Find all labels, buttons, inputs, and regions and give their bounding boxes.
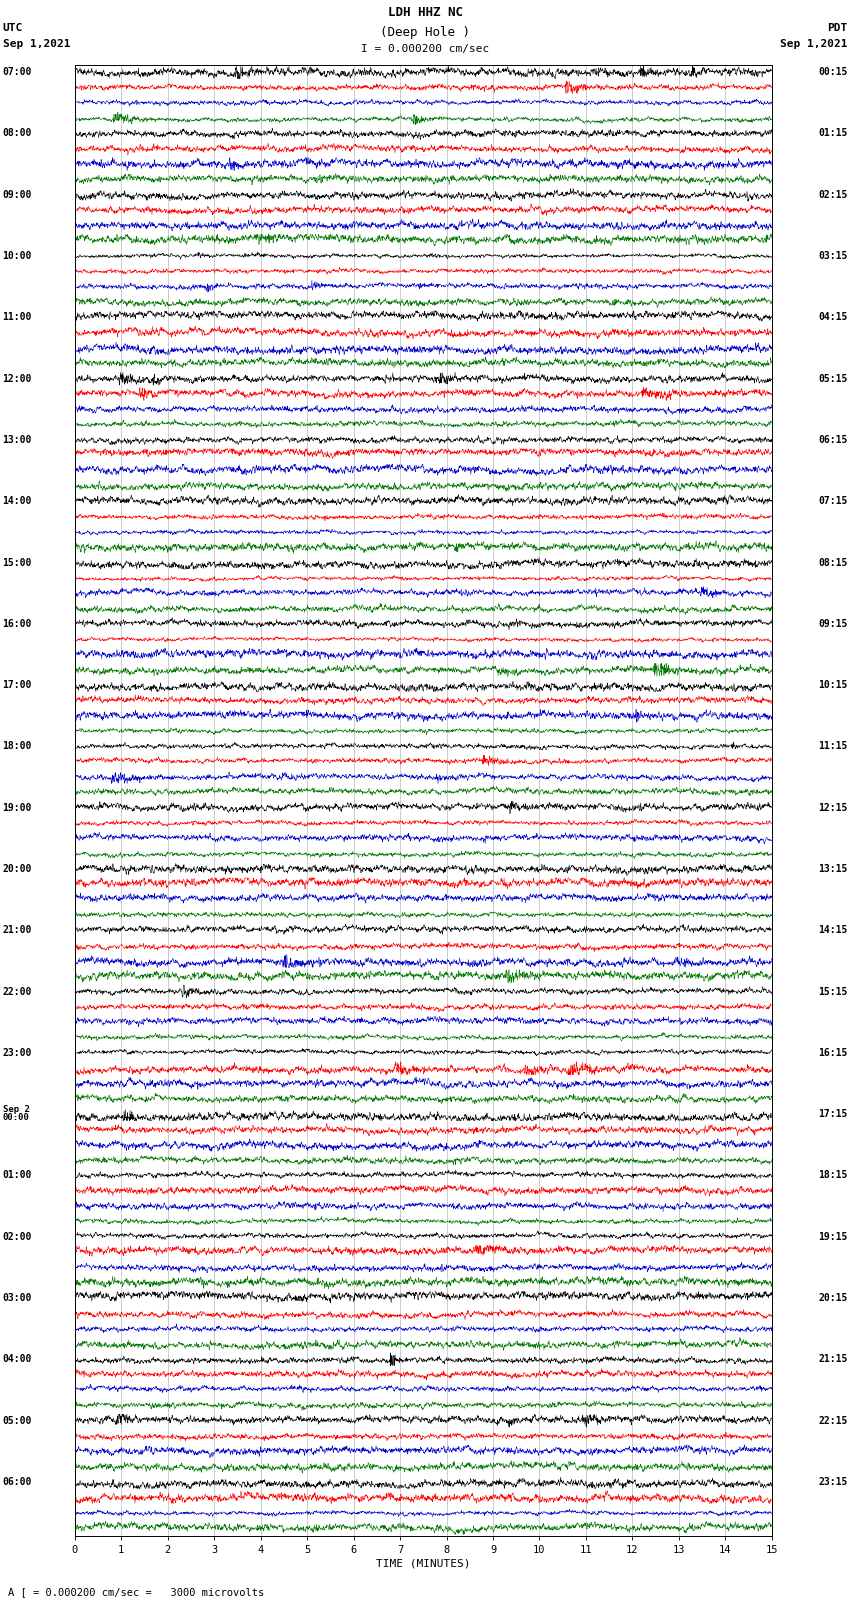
Text: 05:15: 05:15 [818, 374, 847, 384]
Text: 10:15: 10:15 [818, 681, 847, 690]
Text: 23:00: 23:00 [3, 1048, 32, 1058]
Text: 05:00: 05:00 [3, 1416, 32, 1426]
Text: 21:15: 21:15 [818, 1355, 847, 1365]
Text: 12:15: 12:15 [818, 803, 847, 813]
Text: 16:00: 16:00 [3, 619, 32, 629]
Text: 01:00: 01:00 [3, 1171, 32, 1181]
Text: 10:00: 10:00 [3, 252, 32, 261]
Text: Sep 1,2021: Sep 1,2021 [3, 39, 70, 48]
Text: 03:15: 03:15 [818, 252, 847, 261]
Text: 20:15: 20:15 [818, 1294, 847, 1303]
Text: 15:15: 15:15 [818, 987, 847, 997]
Text: 00:15: 00:15 [818, 68, 847, 77]
Text: 21:00: 21:00 [3, 926, 32, 936]
Text: PDT: PDT [827, 23, 847, 32]
Text: 23:15: 23:15 [818, 1478, 847, 1487]
Text: 13:00: 13:00 [3, 436, 32, 445]
Text: 01:15: 01:15 [818, 129, 847, 139]
Text: 06:00: 06:00 [3, 1478, 32, 1487]
Text: 19:00: 19:00 [3, 803, 32, 813]
Text: 04:15: 04:15 [818, 313, 847, 323]
Text: 14:00: 14:00 [3, 497, 32, 506]
Text: Sep 2: Sep 2 [3, 1105, 30, 1115]
Text: 02:00: 02:00 [3, 1232, 32, 1242]
Text: 17:00: 17:00 [3, 681, 32, 690]
Text: 22:00: 22:00 [3, 987, 32, 997]
Text: 18:15: 18:15 [818, 1171, 847, 1181]
Text: 07:00: 07:00 [3, 68, 32, 77]
Text: 20:00: 20:00 [3, 865, 32, 874]
Text: 13:15: 13:15 [818, 865, 847, 874]
Text: 08:00: 08:00 [3, 129, 32, 139]
Text: 00:00: 00:00 [3, 1113, 30, 1121]
Text: 12:00: 12:00 [3, 374, 32, 384]
Text: 06:15: 06:15 [818, 436, 847, 445]
Text: 02:15: 02:15 [818, 190, 847, 200]
Text: A [ = 0.000200 cm/sec =   3000 microvolts: A [ = 0.000200 cm/sec = 3000 microvolts [8, 1587, 264, 1597]
Text: 19:15: 19:15 [818, 1232, 847, 1242]
Text: 22:15: 22:15 [818, 1416, 847, 1426]
X-axis label: TIME (MINUTES): TIME (MINUTES) [376, 1558, 471, 1569]
Text: 08:15: 08:15 [818, 558, 847, 568]
Text: UTC: UTC [3, 23, 23, 32]
Text: (Deep Hole ): (Deep Hole ) [380, 26, 470, 39]
Text: 07:15: 07:15 [818, 497, 847, 506]
Text: 11:00: 11:00 [3, 313, 32, 323]
Text: 16:15: 16:15 [818, 1048, 847, 1058]
Text: 11:15: 11:15 [818, 742, 847, 752]
Text: 18:00: 18:00 [3, 742, 32, 752]
Text: 09:15: 09:15 [818, 619, 847, 629]
Text: 09:00: 09:00 [3, 190, 32, 200]
Text: Sep 1,2021: Sep 1,2021 [780, 39, 847, 48]
Text: 03:00: 03:00 [3, 1294, 32, 1303]
Text: 15:00: 15:00 [3, 558, 32, 568]
Text: 17:15: 17:15 [818, 1110, 847, 1119]
Text: I = 0.000200 cm/sec: I = 0.000200 cm/sec [361, 44, 489, 53]
Text: 14:15: 14:15 [818, 926, 847, 936]
Text: LDH HHZ NC: LDH HHZ NC [388, 6, 462, 19]
Text: 04:00: 04:00 [3, 1355, 32, 1365]
